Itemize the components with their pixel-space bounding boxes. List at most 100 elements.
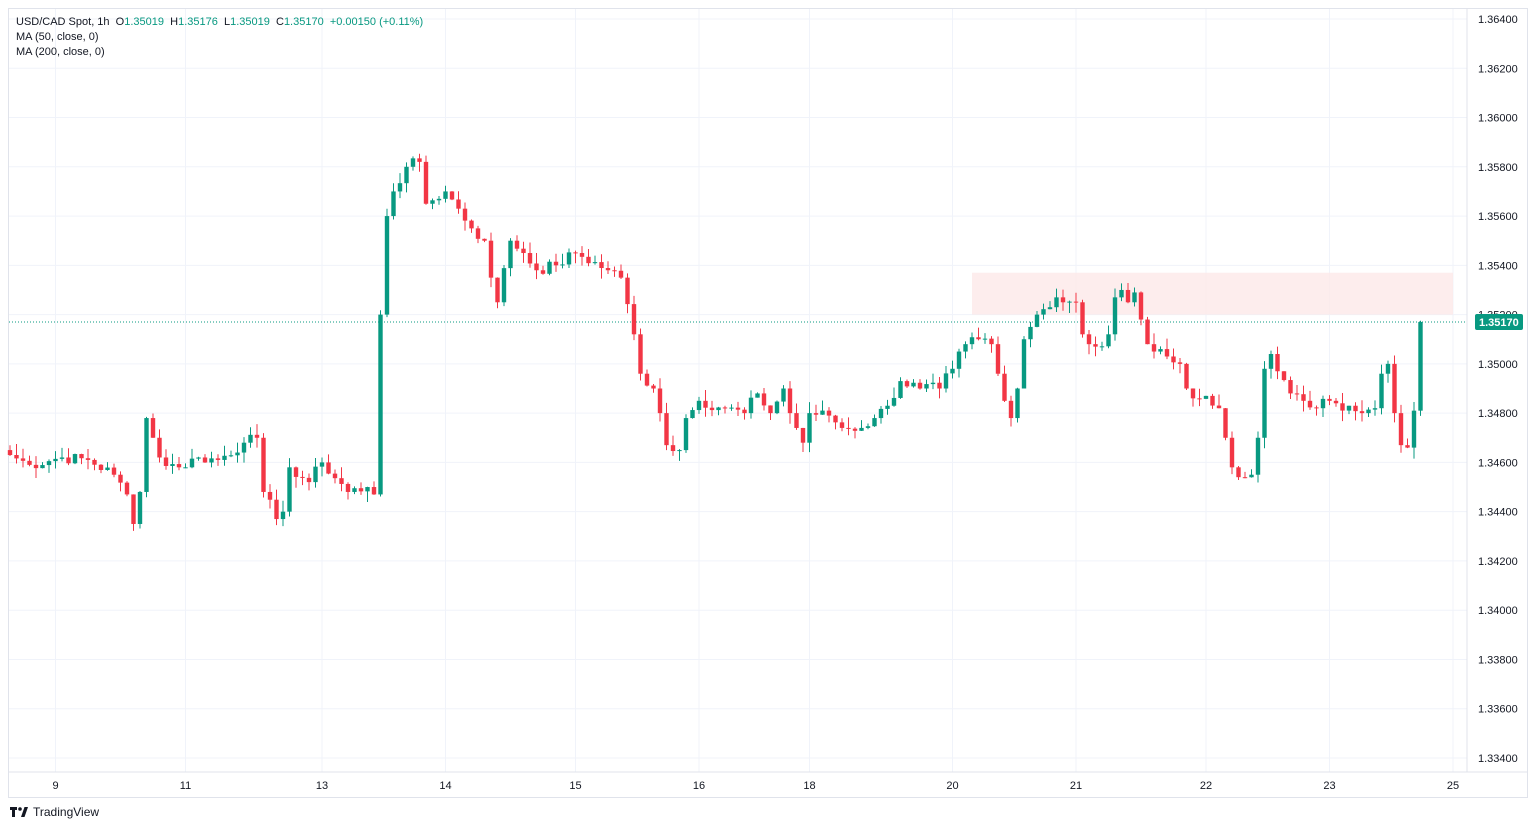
candle-up bbox=[1320, 398, 1326, 409]
high-value: 1.35176 bbox=[178, 16, 218, 28]
candle-up bbox=[1021, 339, 1027, 389]
candle-up bbox=[1067, 301, 1072, 303]
candle-up bbox=[677, 450, 682, 452]
candle-up bbox=[690, 410, 695, 419]
candle-up bbox=[40, 465, 45, 469]
candle-up bbox=[592, 262, 598, 264]
candle-down bbox=[176, 464, 182, 468]
candle-down bbox=[293, 467, 299, 477]
candle-up bbox=[969, 337, 975, 345]
time-tick-label: 13 bbox=[316, 780, 328, 792]
candle-up bbox=[1366, 409, 1371, 414]
candle-up bbox=[1112, 297, 1118, 335]
candle-up bbox=[105, 467, 110, 470]
price-axis[interactable]: 1.36400 1.36200 1.36000 1.35800 1.35600 1.354… bbox=[1478, 14, 1518, 765]
close-label: C bbox=[275, 16, 284, 28]
candle-up bbox=[982, 338, 988, 340]
candle-down bbox=[215, 458, 221, 460]
candle-down bbox=[1184, 363, 1189, 389]
legend-ma50[interactable]: MA (50, close, 0) bbox=[16, 31, 99, 43]
candle-down bbox=[534, 263, 539, 271]
candle-up bbox=[228, 455, 234, 457]
candle-up bbox=[729, 407, 734, 409]
candle-down bbox=[989, 338, 994, 345]
candle-down bbox=[14, 455, 19, 459]
candle-down bbox=[904, 381, 910, 387]
price-tick-label: 1.36400 bbox=[1478, 14, 1518, 26]
candle-down bbox=[664, 413, 669, 446]
candle-down bbox=[1288, 380, 1293, 394]
candle-up bbox=[410, 158, 416, 167]
price-tick-label: 1.33600 bbox=[1478, 704, 1518, 716]
last-price-label: 1.35170 bbox=[1475, 313, 1523, 330]
candle-down bbox=[1242, 477, 1248, 479]
candle-up bbox=[241, 442, 247, 453]
candle-up bbox=[820, 410, 825, 415]
open-value: 1.35019 bbox=[124, 16, 164, 28]
time-tick-label: 20 bbox=[946, 780, 958, 792]
candle-down bbox=[157, 437, 162, 458]
candle-down bbox=[482, 238, 487, 241]
candle-down bbox=[488, 240, 494, 278]
candle-down bbox=[917, 382, 923, 389]
candle-down bbox=[475, 228, 481, 239]
candle-up bbox=[547, 261, 552, 274]
candle-down bbox=[98, 464, 104, 470]
candle-up bbox=[891, 397, 897, 406]
candle-up bbox=[1379, 373, 1384, 409]
candle-down bbox=[118, 474, 123, 483]
candle-up bbox=[378, 314, 383, 495]
candle-up bbox=[235, 452, 240, 456]
tradingview-branding[interactable]: TradingView bbox=[10, 805, 99, 819]
candle-down bbox=[1210, 395, 1215, 406]
time-tick-label: 25 bbox=[1447, 780, 1459, 792]
candle-up bbox=[1041, 309, 1046, 315]
candle-up bbox=[287, 467, 292, 512]
candle-down bbox=[462, 208, 468, 221]
candle-down bbox=[85, 458, 91, 460]
candle-down bbox=[586, 256, 591, 264]
legend-symbol-row[interactable]: USD/CAD Spot, 1h O1.35019 H1.35176 L1.35… bbox=[16, 15, 423, 30]
time-axis[interactable]: 9 11 13 14 15 16 18 20 21 22 23 25 bbox=[52, 780, 1459, 792]
candle-up bbox=[1418, 321, 1423, 411]
candle-up bbox=[1028, 326, 1033, 340]
candle-down bbox=[599, 262, 604, 269]
candle-down bbox=[800, 427, 806, 443]
candle-up bbox=[313, 466, 318, 483]
candle-down bbox=[1138, 292, 1144, 320]
candle-down bbox=[371, 487, 377, 495]
candle-down bbox=[1080, 302, 1085, 335]
candle-down bbox=[300, 476, 305, 478]
candle-down bbox=[7, 450, 13, 456]
candle-up bbox=[1034, 314, 1040, 327]
candlestick-series bbox=[7, 153, 1423, 531]
price-tick-label: 1.36200 bbox=[1478, 63, 1518, 75]
candle-down bbox=[1216, 405, 1222, 409]
candle-down bbox=[1405, 445, 1410, 448]
candle-down bbox=[456, 199, 461, 209]
candle-down bbox=[1093, 344, 1098, 347]
candle-up bbox=[365, 487, 370, 492]
candle-down bbox=[1314, 407, 1319, 409]
candle-up bbox=[183, 467, 188, 469]
candle-up bbox=[59, 457, 65, 459]
candle-down bbox=[768, 405, 773, 414]
candle-down bbox=[163, 457, 169, 466]
time-tick-label: 16 bbox=[693, 780, 705, 792]
candle-down bbox=[274, 499, 279, 520]
candle-down bbox=[852, 428, 858, 431]
tradingview-wordmark: TradingView bbox=[33, 805, 100, 819]
candle-up bbox=[222, 455, 227, 460]
candle-up bbox=[1106, 334, 1111, 347]
candle-up bbox=[137, 491, 143, 524]
legend-ma200[interactable]: MA (200, close, 0) bbox=[16, 46, 105, 58]
candle-up bbox=[1158, 349, 1163, 352]
candle-up bbox=[898, 381, 903, 398]
candle-up bbox=[696, 400, 702, 411]
last-price-text: 1.35170 bbox=[1479, 317, 1519, 329]
low-value: 1.35019 bbox=[230, 16, 270, 28]
candle-up bbox=[248, 434, 253, 443]
candle-down bbox=[670, 445, 676, 452]
price-tick-label: 1.34400 bbox=[1478, 507, 1518, 519]
